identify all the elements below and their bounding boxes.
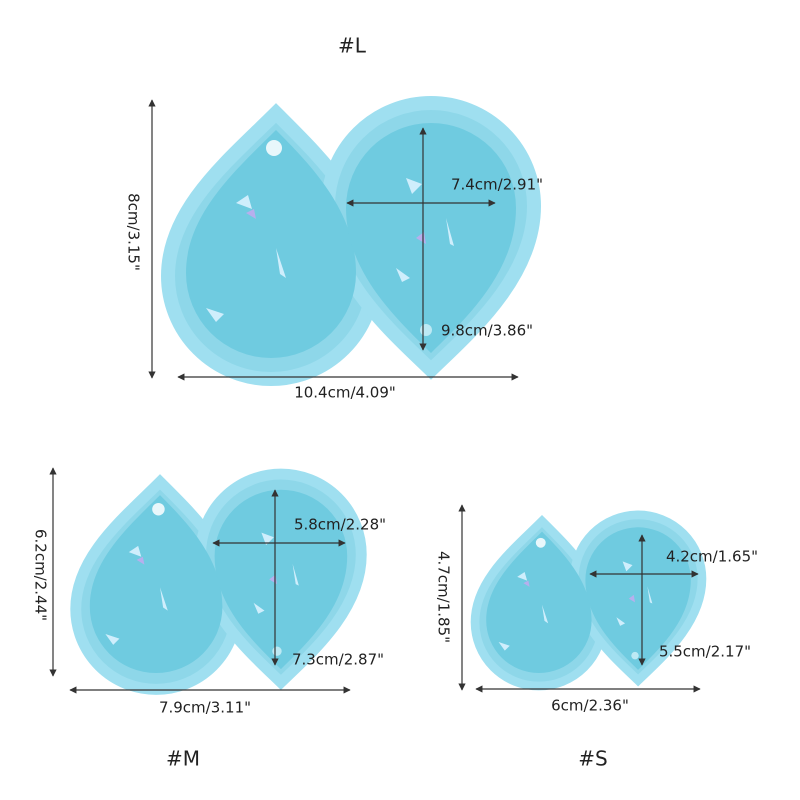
size-label: #L bbox=[338, 34, 367, 58]
height-label: 8cm/3.15" bbox=[125, 193, 143, 271]
height-label: 6.2cm/2.44" bbox=[32, 529, 50, 621]
inner-width-label: 5.8cm/2.28" bbox=[294, 516, 386, 534]
inner-width-label: 7.4cm/2.91" bbox=[451, 176, 543, 194]
height-label: 4.7cm/1.85" bbox=[435, 551, 453, 643]
width-label: 7.9cm/3.11" bbox=[159, 699, 251, 717]
width-label: 6cm/2.36" bbox=[551, 697, 629, 715]
size-label: #S bbox=[578, 747, 607, 771]
inner-height-label: 5.5cm/2.17" bbox=[659, 643, 751, 661]
inner-height-label: 9.8cm/3.86" bbox=[441, 322, 533, 340]
size-label: #M bbox=[166, 747, 200, 771]
width-label: 10.4cm/4.09" bbox=[294, 384, 396, 402]
inner-width-label: 4.2cm/1.65" bbox=[666, 548, 758, 566]
inner-height-label: 7.3cm/2.87" bbox=[292, 651, 384, 669]
